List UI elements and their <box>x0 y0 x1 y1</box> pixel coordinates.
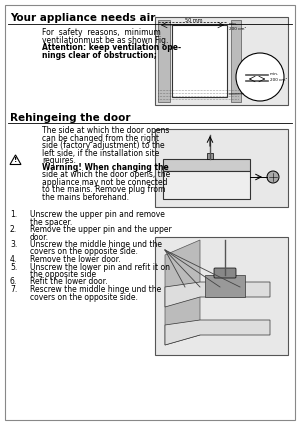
Polygon shape <box>163 171 250 199</box>
Text: appliance may not be connected: appliance may not be connected <box>42 178 167 187</box>
Text: 4.: 4. <box>10 255 17 264</box>
Text: 200 cm²: 200 cm² <box>270 78 287 82</box>
Text: 3.: 3. <box>10 240 17 249</box>
Text: requires.: requires. <box>42 156 76 165</box>
Text: the mains beforehand.: the mains beforehand. <box>42 193 129 201</box>
Bar <box>172 25 227 97</box>
Text: Refit the lower door.: Refit the lower door. <box>30 278 107 286</box>
Text: Attention: keep ventilation ope-: Attention: keep ventilation ope- <box>42 43 181 52</box>
Text: door.: door. <box>30 232 49 241</box>
Text: Warning! When changing the: Warning! When changing the <box>42 162 169 172</box>
Text: 5.: 5. <box>10 263 17 272</box>
Text: side (factory adjustment) to the: side (factory adjustment) to the <box>42 141 165 150</box>
Text: ventilationmust be as shown Fig.: ventilationmust be as shown Fig. <box>42 36 168 45</box>
Bar <box>158 20 170 102</box>
Bar <box>207 153 213 159</box>
Text: min.: min. <box>270 72 279 76</box>
FancyBboxPatch shape <box>214 268 236 278</box>
Bar <box>155 237 288 355</box>
Text: For  safety  reasons,  minimum: For safety reasons, minimum <box>42 28 161 37</box>
Bar <box>231 20 241 102</box>
Polygon shape <box>165 240 200 345</box>
Text: Rescrew the middle hinge und the: Rescrew the middle hinge und the <box>30 285 161 294</box>
Bar <box>155 129 288 207</box>
Text: 7.: 7. <box>10 285 17 294</box>
Text: covers on the opposite side.: covers on the opposite side. <box>30 292 138 301</box>
Text: Unscrew the middle hinge und the: Unscrew the middle hinge und the <box>30 240 162 249</box>
Text: the spacer.: the spacer. <box>30 218 72 227</box>
Text: Your appliance needs air: Your appliance needs air <box>10 13 155 23</box>
Circle shape <box>236 53 284 101</box>
Text: 2.: 2. <box>10 225 17 234</box>
Text: Rehingeing the door: Rehingeing the door <box>10 113 130 123</box>
Text: Unscrew the upper pin and remove: Unscrew the upper pin and remove <box>30 210 165 219</box>
Circle shape <box>267 171 279 183</box>
Text: can be changed from the right: can be changed from the right <box>42 133 159 142</box>
Text: 200 cm²: 200 cm² <box>229 27 246 31</box>
Polygon shape <box>165 282 270 307</box>
Text: the opposite side: the opposite side <box>30 270 96 279</box>
Text: covers on the opposite side.: covers on the opposite side. <box>30 247 138 257</box>
Text: 6.: 6. <box>10 278 17 286</box>
Text: 50 mm: 50 mm <box>185 18 202 23</box>
Text: The side at which the door opens: The side at which the door opens <box>42 126 170 135</box>
Polygon shape <box>10 155 21 164</box>
Polygon shape <box>163 159 250 171</box>
Text: Remove the lower door.: Remove the lower door. <box>30 255 121 264</box>
Text: Unscrew the lower pin and refit it on: Unscrew the lower pin and refit it on <box>30 263 170 272</box>
Text: Remove the upper pin and the upper: Remove the upper pin and the upper <box>30 225 172 234</box>
Polygon shape <box>165 320 270 345</box>
Polygon shape <box>205 275 245 297</box>
Text: to the mains. Remove plug from: to the mains. Remove plug from <box>42 185 165 194</box>
Text: nings clear of obstruction;: nings clear of obstruction; <box>42 51 157 60</box>
Bar <box>155 17 288 105</box>
Text: !: ! <box>14 157 17 163</box>
Text: side at which the door opens, the: side at which the door opens, the <box>42 170 170 179</box>
Text: 1.: 1. <box>10 210 17 219</box>
Text: left side, if the installation site: left side, if the installation site <box>42 148 159 158</box>
Text: min.: min. <box>229 22 238 26</box>
